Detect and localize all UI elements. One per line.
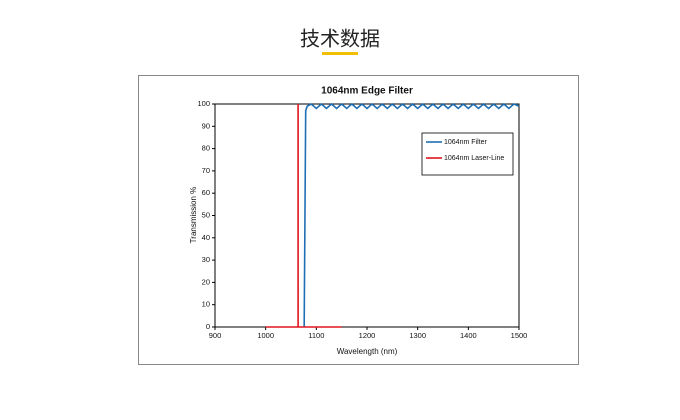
y-tick-label: 90 [202,121,210,130]
y-tick-label: 40 [202,233,210,242]
page-heading: 技术数据 [300,27,380,50]
y-tick-label: 30 [202,255,210,264]
y-tick-label: 0 [206,322,210,331]
x-tick-label: 1500 [511,331,528,340]
x-tick-label: 900 [209,331,222,340]
x-tick-label: 1400 [460,331,477,340]
y-tick-label: 50 [202,210,210,219]
x-tick-label: 1200 [359,331,376,340]
chart-frame [138,75,579,365]
x-tick-label: 1100 [308,331,324,340]
chart-title: 1064nm Edge Filter [321,86,413,97]
x-tick-label: 1300 [409,331,426,340]
x-tick-label: 1000 [257,331,274,340]
legend-label: 1064nm Laser-Line [444,155,504,162]
legend-box [421,132,514,176]
y-axis-label: Transmission % [189,187,198,244]
y-tick-label: 60 [202,188,210,197]
y-tick-label: 10 [202,300,210,309]
y-tick-label: 70 [202,166,210,175]
y-tick-label: 80 [202,144,210,153]
series-line [265,104,342,328]
legend-label: 1064nm Filter [444,139,487,146]
heading-underline [322,52,358,55]
x-axis-label: Wavelength (nm) [337,347,398,356]
y-tick-label: 100 [197,99,210,108]
y-tick-label: 20 [202,277,210,286]
series-line [303,102,520,328]
